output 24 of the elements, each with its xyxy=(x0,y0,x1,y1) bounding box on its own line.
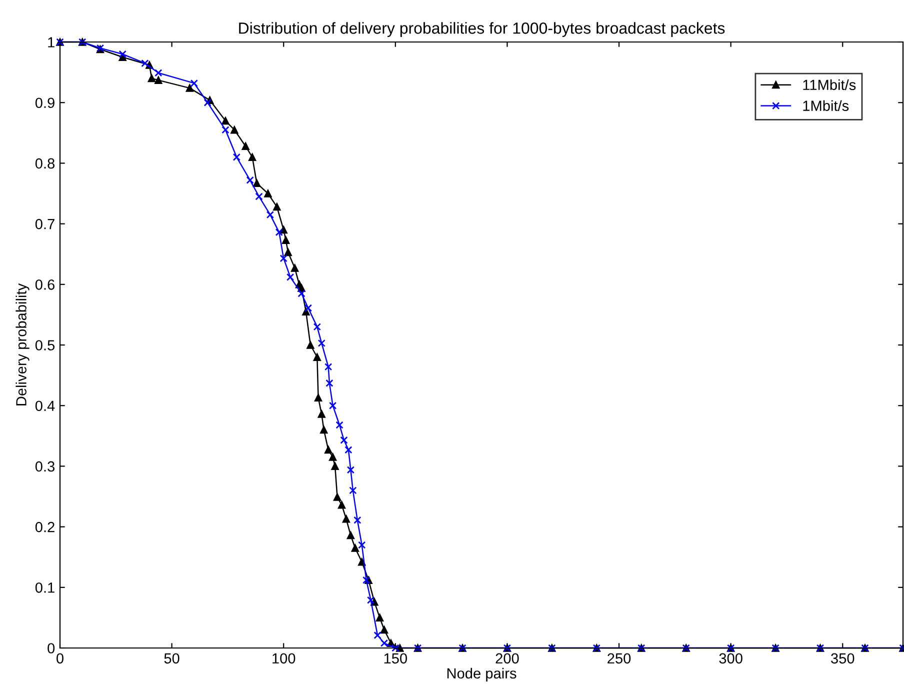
x-tick-label: 50 xyxy=(164,653,180,664)
y-tick-label: 0.4 xyxy=(35,400,55,412)
y-tick-label: 0.2 xyxy=(35,522,54,532)
x-tick-label: 250 xyxy=(608,653,631,664)
y-tick-label: 0.8 xyxy=(35,158,55,169)
y-tick-label: 0.9 xyxy=(35,98,54,108)
x-tick-label: 300 xyxy=(719,653,742,664)
y-tick-label: 0.5 xyxy=(35,340,55,350)
y-tick-label: 1 xyxy=(48,37,54,48)
x-tick-label: 100 xyxy=(272,653,296,664)
x-axis-title: Node pairs xyxy=(447,668,516,682)
x-tick-label: 350 xyxy=(831,653,854,664)
chart-title: Distribution of delivery probabilities for 1000-bytes broadcast packets xyxy=(239,22,725,37)
x-tick-label: 200 xyxy=(496,653,519,664)
y-axis-title: Delivery probability xyxy=(16,283,30,406)
y-tick-label: 0.7 xyxy=(35,218,54,230)
x-tick-label: 150 xyxy=(384,653,408,664)
y-tick-label: 0.6 xyxy=(35,280,54,290)
legend-label: 1Mbit/s xyxy=(803,100,849,111)
legend-label: 11Mbit/s xyxy=(803,79,856,90)
x-tick-label: 0 xyxy=(56,653,64,664)
y-tick-label: 0.3 xyxy=(35,461,54,472)
y-tick-label: 0 xyxy=(48,643,55,654)
y-tick-label: 0.1 xyxy=(35,582,54,593)
